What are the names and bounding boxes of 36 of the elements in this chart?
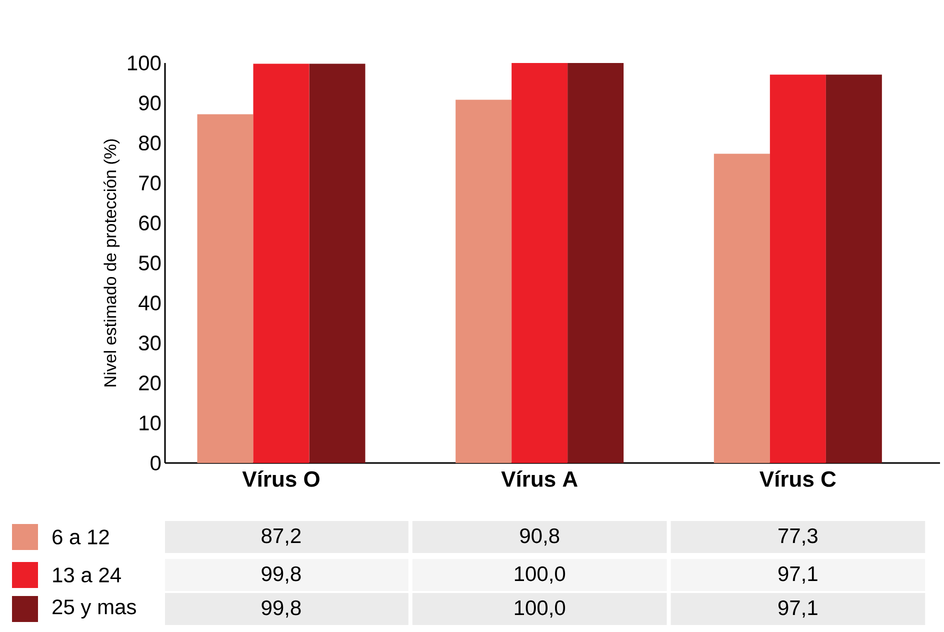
x-tick-label: Vírus O — [242, 470, 320, 487]
bar — [714, 154, 770, 463]
y-tick-label: 50 — [138, 256, 161, 270]
bar — [826, 74, 882, 463]
data-label: 90,8 — [520, 528, 560, 546]
y-tick-label: 90 — [139, 96, 161, 110]
data-label: 99,8 — [262, 566, 301, 584]
y-tick-label: 40 — [138, 296, 161, 310]
data-label: 77,3 — [778, 528, 818, 546]
data-label: 100,0 — [514, 566, 566, 584]
data-label: 97,1 — [778, 600, 818, 618]
y-tick-label: 0 — [150, 456, 161, 470]
bar — [197, 114, 254, 463]
y-axis-title: Nivel estimado de protección (%) — [104, 139, 120, 386]
bar — [456, 100, 512, 463]
legend-label: 25 y mas — [52, 599, 136, 619]
legend-label: 13 a 24 — [53, 568, 121, 582]
y-tick-label: 70 — [139, 176, 161, 190]
y-tick-label: 20 — [139, 376, 161, 390]
bar — [770, 74, 826, 463]
y-tick-label: 60 — [139, 216, 161, 230]
data-label: 100,0 — [514, 600, 566, 618]
x-tick-label: Vírus A — [501, 470, 578, 487]
y-tick-label: 30 — [138, 336, 161, 350]
data-label: 97,1 — [778, 566, 818, 584]
bar — [568, 62, 624, 463]
y-tick-label: 100 — [128, 56, 161, 70]
y-tick-label: 80 — [139, 136, 161, 150]
x-tick-label: Vírus C — [760, 470, 836, 487]
bar — [512, 62, 568, 463]
legend-label: 6 a 12 — [52, 530, 109, 544]
bar — [253, 64, 310, 463]
y-tick-label: 10 — [140, 416, 161, 430]
bar — [309, 64, 366, 463]
data-label: 99,8 — [262, 600, 301, 618]
data-label: 87,2 — [262, 528, 301, 546]
